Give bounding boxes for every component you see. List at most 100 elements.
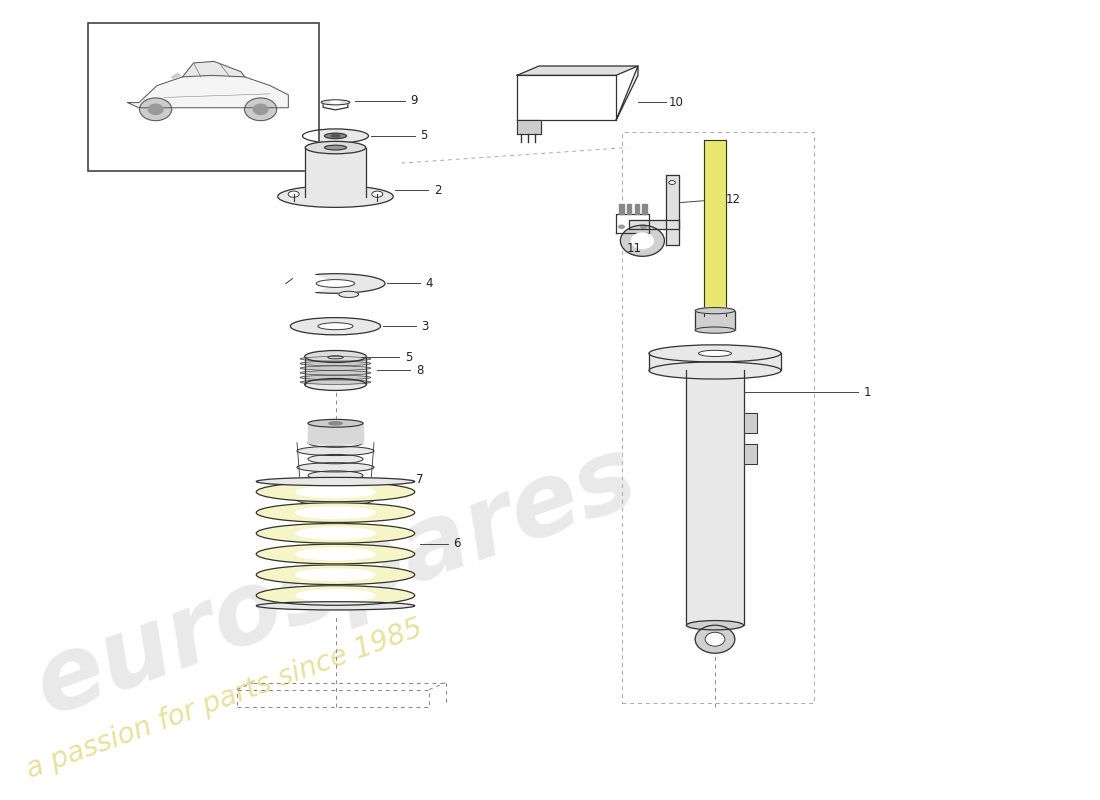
Ellipse shape bbox=[256, 502, 415, 522]
Ellipse shape bbox=[286, 274, 385, 294]
Bar bbox=[744, 444, 757, 464]
Polygon shape bbox=[305, 357, 366, 385]
Ellipse shape bbox=[649, 345, 781, 362]
Polygon shape bbox=[323, 100, 348, 110]
Ellipse shape bbox=[317, 280, 354, 287]
Ellipse shape bbox=[686, 621, 744, 630]
Polygon shape bbox=[517, 66, 638, 75]
Ellipse shape bbox=[331, 134, 340, 137]
Ellipse shape bbox=[318, 322, 353, 330]
Ellipse shape bbox=[306, 142, 365, 154]
Text: 3: 3 bbox=[421, 320, 429, 333]
Ellipse shape bbox=[297, 479, 374, 488]
Ellipse shape bbox=[290, 318, 381, 335]
Ellipse shape bbox=[297, 512, 374, 521]
Polygon shape bbox=[642, 204, 647, 214]
Ellipse shape bbox=[256, 482, 415, 502]
Polygon shape bbox=[695, 310, 735, 330]
Text: 7: 7 bbox=[416, 473, 424, 486]
Polygon shape bbox=[172, 74, 180, 78]
Ellipse shape bbox=[308, 454, 363, 464]
Text: 11: 11 bbox=[627, 242, 642, 255]
Ellipse shape bbox=[300, 370, 371, 375]
Ellipse shape bbox=[300, 380, 371, 384]
Polygon shape bbox=[619, 204, 624, 214]
Polygon shape bbox=[128, 75, 288, 108]
Text: 9: 9 bbox=[410, 94, 418, 107]
Ellipse shape bbox=[305, 350, 366, 362]
Wedge shape bbox=[286, 266, 336, 301]
Text: 6: 6 bbox=[453, 537, 461, 550]
Ellipse shape bbox=[297, 462, 374, 472]
Ellipse shape bbox=[305, 378, 366, 390]
Text: 12: 12 bbox=[726, 193, 741, 206]
Ellipse shape bbox=[641, 226, 647, 228]
Circle shape bbox=[244, 98, 277, 121]
Polygon shape bbox=[616, 66, 638, 120]
Polygon shape bbox=[183, 62, 244, 77]
Ellipse shape bbox=[277, 186, 394, 207]
Polygon shape bbox=[517, 120, 541, 134]
Circle shape bbox=[140, 98, 172, 121]
Polygon shape bbox=[686, 370, 744, 626]
Ellipse shape bbox=[256, 586, 415, 606]
Ellipse shape bbox=[619, 226, 625, 228]
Ellipse shape bbox=[256, 602, 415, 610]
Polygon shape bbox=[629, 220, 679, 229]
Text: 4: 4 bbox=[426, 277, 433, 290]
Ellipse shape bbox=[695, 327, 735, 333]
Ellipse shape bbox=[296, 569, 375, 581]
Ellipse shape bbox=[339, 291, 359, 298]
Ellipse shape bbox=[300, 362, 371, 366]
Polygon shape bbox=[635, 204, 639, 214]
Ellipse shape bbox=[329, 422, 342, 425]
Polygon shape bbox=[627, 204, 631, 214]
Ellipse shape bbox=[308, 438, 363, 447]
Text: a passion for parts since 1985: a passion for parts since 1985 bbox=[22, 614, 426, 784]
Ellipse shape bbox=[328, 356, 343, 359]
Text: 2: 2 bbox=[433, 184, 441, 197]
Text: 1: 1 bbox=[864, 386, 871, 398]
Ellipse shape bbox=[321, 100, 350, 105]
Ellipse shape bbox=[698, 350, 732, 357]
Ellipse shape bbox=[308, 419, 363, 427]
Polygon shape bbox=[649, 354, 781, 370]
Bar bbox=[88, 23, 319, 171]
Ellipse shape bbox=[256, 523, 415, 543]
Circle shape bbox=[631, 233, 653, 249]
Ellipse shape bbox=[296, 486, 375, 498]
Text: 5: 5 bbox=[405, 350, 412, 364]
Ellipse shape bbox=[324, 134, 346, 138]
Polygon shape bbox=[517, 75, 616, 120]
Ellipse shape bbox=[324, 146, 346, 150]
Bar bbox=[744, 413, 757, 433]
Bar bbox=[744, 413, 757, 433]
Polygon shape bbox=[305, 147, 365, 197]
Ellipse shape bbox=[308, 471, 363, 480]
Circle shape bbox=[705, 632, 725, 646]
Polygon shape bbox=[666, 174, 679, 245]
Polygon shape bbox=[308, 423, 363, 442]
Ellipse shape bbox=[308, 487, 363, 497]
Ellipse shape bbox=[330, 102, 341, 103]
Ellipse shape bbox=[300, 366, 371, 370]
Circle shape bbox=[620, 226, 664, 256]
Ellipse shape bbox=[296, 507, 375, 518]
Ellipse shape bbox=[297, 495, 374, 505]
Ellipse shape bbox=[300, 375, 371, 380]
Polygon shape bbox=[704, 140, 726, 316]
Text: 5: 5 bbox=[420, 130, 428, 142]
Ellipse shape bbox=[372, 191, 383, 198]
Ellipse shape bbox=[302, 129, 368, 143]
Polygon shape bbox=[616, 214, 649, 233]
Ellipse shape bbox=[300, 357, 371, 361]
Ellipse shape bbox=[256, 544, 415, 564]
Ellipse shape bbox=[669, 181, 675, 185]
Ellipse shape bbox=[256, 478, 415, 486]
Text: 10: 10 bbox=[669, 96, 684, 109]
Ellipse shape bbox=[296, 590, 375, 601]
Ellipse shape bbox=[649, 362, 781, 379]
Ellipse shape bbox=[256, 565, 415, 585]
Bar bbox=[744, 444, 757, 464]
Ellipse shape bbox=[695, 307, 735, 314]
